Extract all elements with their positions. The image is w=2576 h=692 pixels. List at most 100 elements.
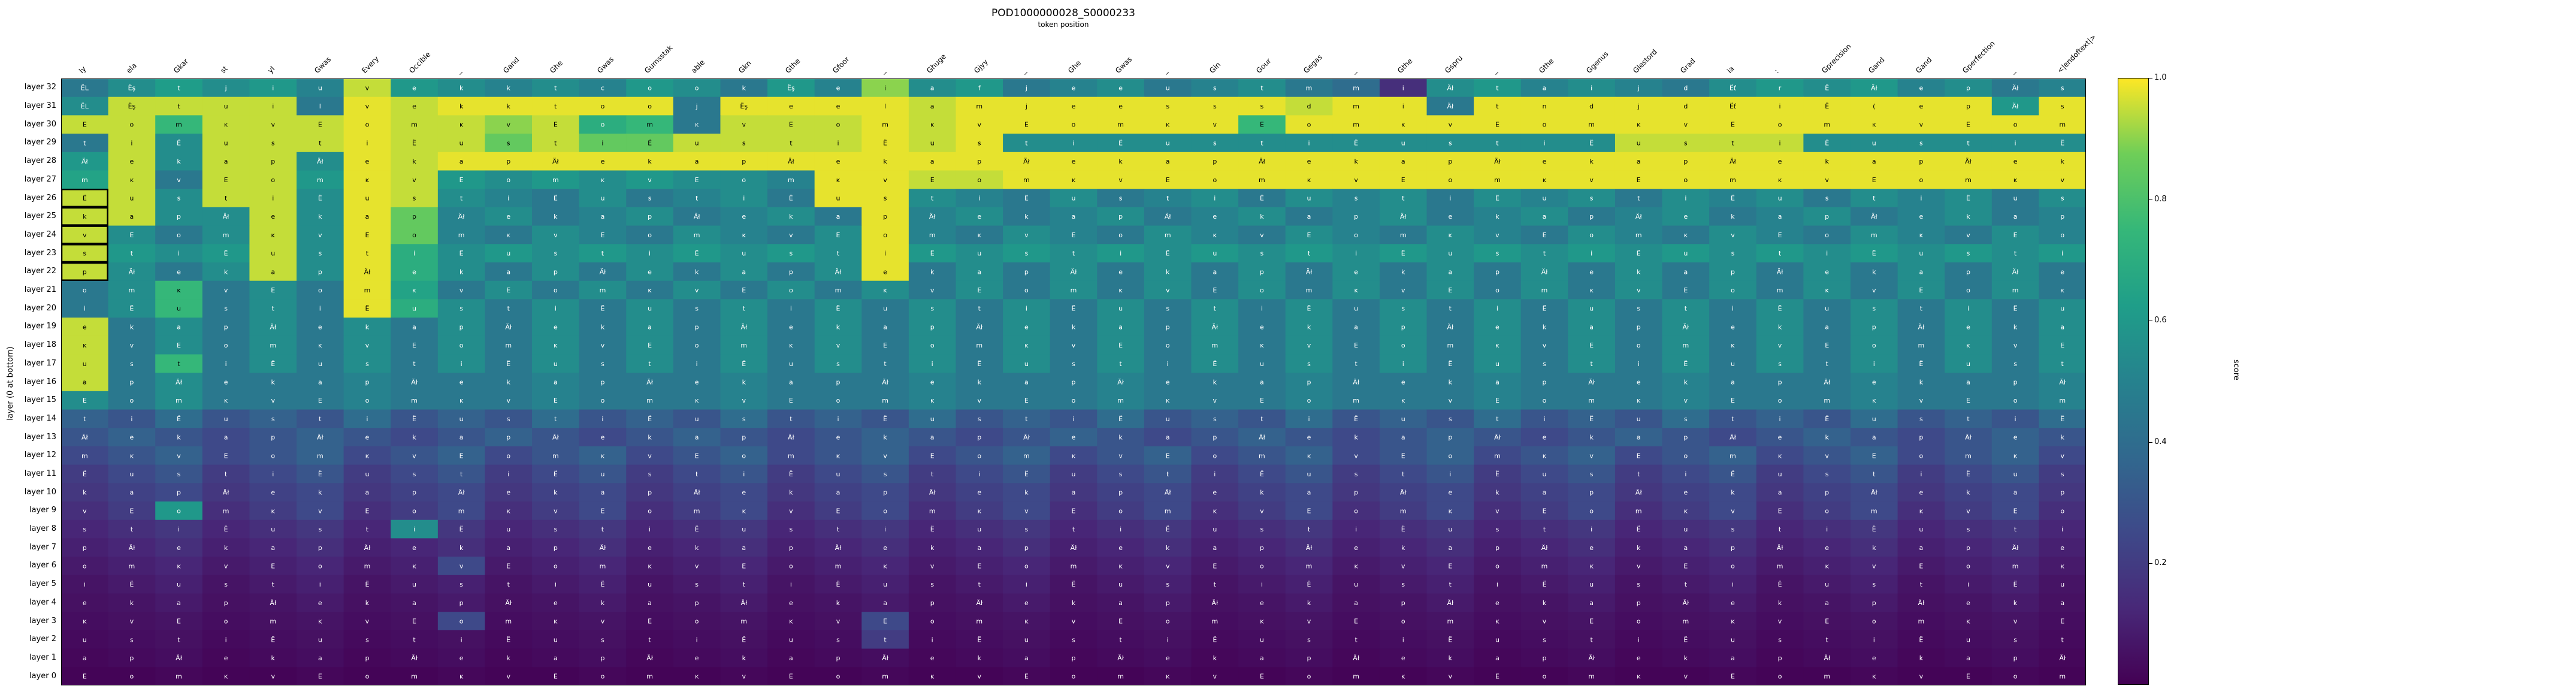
cell-text: s: [459, 305, 463, 313]
cell-text: t: [225, 470, 228, 478]
cell-text: m: [600, 562, 606, 570]
cell-text: e: [1683, 489, 1688, 497]
heatmap-cell: [767, 207, 815, 226]
cell-text: o: [1731, 562, 1735, 570]
heatmap-cell: [1050, 96, 1097, 116]
column-label: Gin: [1207, 60, 1223, 75]
cell-text: Ë: [836, 581, 840, 588]
cell-text: m: [835, 286, 842, 294]
cell-text: v: [695, 286, 699, 294]
cell-text: m: [1635, 507, 1642, 515]
cell-text: ĸ: [648, 562, 652, 570]
cell-text: t: [1449, 581, 1452, 588]
cell-text: i: [1261, 305, 1263, 313]
cell-text: o: [177, 231, 181, 239]
heatmap-cell: [1426, 134, 1474, 153]
cell-text: m: [788, 452, 794, 460]
heatmap-cell: [579, 96, 627, 116]
heatmap-cell: [1709, 170, 1757, 189]
cell-text: m: [317, 452, 323, 460]
cell-text: i: [366, 139, 368, 147]
cell-text: i: [1308, 139, 1310, 147]
cell-text: E: [412, 618, 416, 625]
cell-text: o: [1495, 562, 1499, 570]
heatmap-cell: [1332, 134, 1380, 153]
cell-text: ĸ: [1543, 176, 1547, 184]
cell-text: Äł: [1918, 599, 1925, 607]
cell-text: p: [412, 489, 416, 497]
cell-text: t: [601, 525, 604, 533]
cell-text: ĸ: [1731, 618, 1735, 625]
cell-text: k: [1919, 379, 1924, 386]
cell-text: p: [83, 544, 87, 552]
cell-text: a: [883, 599, 887, 607]
heatmap-cell: [1097, 354, 1145, 373]
heatmap-cell: [202, 280, 250, 300]
heatmap-cell: [108, 244, 156, 263]
cell-text: m: [1353, 397, 1359, 404]
cell-text: ĸ: [695, 673, 699, 681]
heatmap-cell: [532, 354, 580, 373]
cell-text: p: [1401, 323, 1405, 331]
cell-text: Ë: [554, 195, 558, 203]
heatmap-cell: [861, 96, 909, 116]
cell-text: i: [1826, 525, 1828, 533]
cell-text: a: [695, 434, 699, 442]
cell-text: k: [271, 654, 276, 662]
column-label: Occible: [407, 50, 432, 75]
cell-text: e: [1825, 268, 1829, 276]
cell-text: t: [601, 250, 604, 258]
cell-text: Ë: [695, 525, 699, 533]
row-label: layer 17: [24, 358, 56, 368]
column-label: _: [1160, 66, 1169, 75]
cell-text: v: [365, 342, 370, 349]
heatmap-cell: [297, 225, 344, 244]
heatmap-cell: [1426, 244, 1474, 263]
heatmap-cell: [626, 189, 674, 208]
column-label: Gwas: [313, 55, 333, 75]
heatmap-cell: [155, 170, 203, 189]
cell-text: E: [459, 452, 464, 460]
heatmap-cell: [1003, 299, 1051, 318]
heatmap-cell: [437, 170, 485, 189]
cell-text: ĸ: [412, 286, 416, 294]
cell-text: Ë: [506, 636, 510, 643]
cell-text: s: [1025, 250, 1029, 258]
cell-text: t: [272, 305, 275, 313]
heatmap-cell: [297, 262, 344, 282]
cell-text: e: [1448, 489, 1452, 497]
cell-text: E: [554, 121, 558, 129]
cell-text: Äł: [1871, 489, 1878, 497]
cell-text: s: [83, 250, 86, 258]
cell-text: i: [225, 360, 227, 368]
cell-text: v: [1919, 673, 1924, 681]
cell-text: t: [696, 195, 699, 203]
row-label: layer 0: [29, 671, 56, 681]
cell-text: u: [1213, 525, 1217, 533]
cell-text: m: [1541, 562, 1548, 570]
heatmap-cell: [1945, 207, 1993, 226]
heatmap-cell: [1426, 96, 1474, 116]
cell-text: Äł: [740, 599, 748, 607]
cell-text: Äł: [1777, 268, 1784, 276]
cell-text: i: [1873, 360, 1875, 368]
cell-text: i: [1638, 360, 1640, 368]
cell-text: o: [1401, 342, 1405, 349]
cell-text: a: [1872, 434, 1876, 442]
cell-text: p: [1354, 489, 1358, 497]
cell-text: a: [601, 213, 605, 220]
cell-text: Äł: [2059, 654, 2066, 662]
heatmap-cell: [1662, 207, 1710, 226]
column-label: Ggenus: [1584, 49, 1610, 75]
heatmap-cell: [155, 78, 203, 98]
cell-text: k: [1307, 323, 1311, 331]
cell-text: o: [1213, 452, 1217, 460]
column-label: Gegas: [1302, 53, 1324, 75]
cell-text: s: [1872, 581, 1876, 588]
heatmap-cell: [814, 336, 862, 355]
heatmap-cell: [1426, 115, 1474, 134]
cell-text: ĸ: [1589, 286, 1594, 294]
cell-text: v: [1919, 397, 1924, 404]
cell-text: e: [2060, 544, 2064, 552]
cell-text: E: [129, 231, 134, 239]
